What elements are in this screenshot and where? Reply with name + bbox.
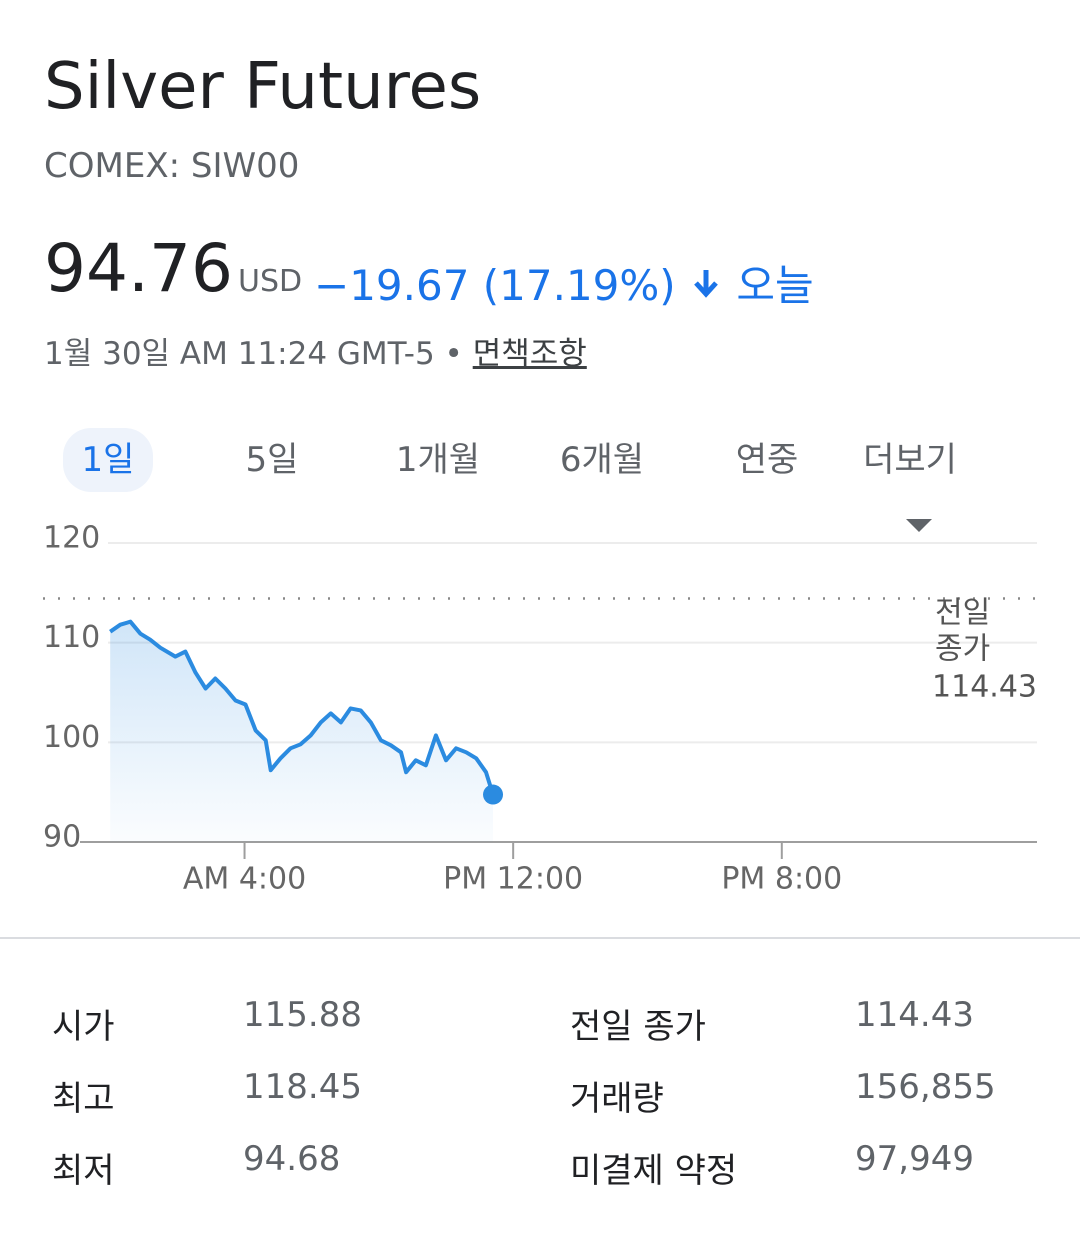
y-tick-label: 100 (43, 720, 100, 755)
period: 오늘 (736, 261, 814, 310)
stat-value: 118.45 (243, 1067, 362, 1107)
previous-close-value: 114.43 (932, 670, 1037, 705)
down-arrow (694, 270, 718, 298)
stat-label: 최저 (52, 1151, 115, 1191)
disclaimer[interactable]: 면책조항 (472, 336, 587, 372)
tab[interactable]: 1일 (63, 428, 153, 492)
timestamp: 1월 30일 AM 11:24 GMT-5 (44, 336, 435, 372)
x-tick-label: AM 4:00 (183, 862, 306, 897)
divider (0, 937, 1080, 939)
tab[interactable]: 6개월 (542, 428, 662, 492)
tab[interactable]: 더보기 (850, 428, 970, 532)
tab[interactable]: 1개월 (378, 428, 498, 492)
tab-label: 연중 (735, 440, 799, 480)
tab-label: 5일 (245, 440, 299, 480)
price-line (109, 619, 495, 796)
stat-label: 시가 (52, 1007, 115, 1047)
stat-value: 114.43 (855, 995, 974, 1035)
y-tick-label: 120 (43, 521, 100, 556)
stat-label: 미결제 약정 (570, 1151, 738, 1191)
stat-value: 94.68 (243, 1139, 341, 1179)
stat-value: 97,949 (855, 1139, 974, 1179)
tab-label: 1일 (81, 440, 135, 480)
y-tick-label: 90 (43, 820, 81, 855)
tab-label: 더보기 (863, 440, 957, 480)
tab-label: 6개월 (559, 440, 645, 480)
last-point (483, 784, 504, 805)
timestamp-row: 1월 30일 AM 11:24 GMT-5 • 면책조항 (44, 328, 587, 373)
tab[interactable]: 연중 (707, 428, 827, 492)
price: 94.76 (44, 230, 233, 307)
previous-close-label: 종가 (935, 632, 990, 667)
dropdown-arrow (906, 519, 932, 532)
tab[interactable]: 5일 (212, 428, 332, 492)
stat-label: 최고 (52, 1079, 115, 1119)
stat-label: 전일 종가 (570, 1007, 706, 1047)
y-tick-label: 110 (43, 620, 100, 655)
stat-value: 156,855 (855, 1067, 996, 1107)
area-fill (110, 621, 494, 842)
stat-label: 거래량 (570, 1079, 664, 1119)
separator: • (444, 336, 463, 372)
change: −19.67 (17.19%) 오늘 (314, 252, 814, 313)
x-tick-label: PM 8:00 (721, 862, 842, 897)
stat-value: 115.88 (243, 995, 362, 1035)
title: Silver Futures (44, 50, 482, 124)
change-value: −19.67 (17.19%) (314, 261, 676, 310)
previous-close-label: 전일 (935, 596, 990, 631)
currency: USD (238, 264, 303, 299)
chart: 90 100 110 120 AM 4:00 PM 12:00 PM 8:00 전일종가114… (43, 521, 1037, 897)
symbol: COMEX: SIW00 (44, 146, 300, 186)
tab-label: 1개월 (395, 440, 481, 480)
x-tick-label: PM 12:00 (443, 862, 583, 897)
